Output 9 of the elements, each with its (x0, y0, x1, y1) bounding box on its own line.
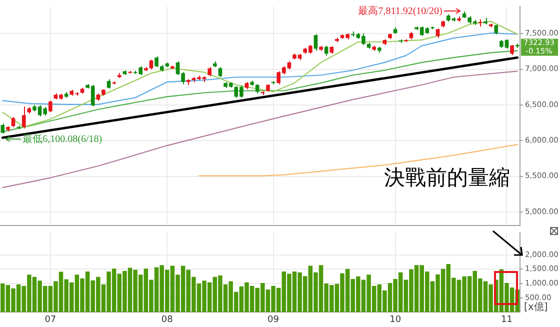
annotation: 決戰前的量縮 (384, 166, 510, 190)
x-tick-label: 08 (161, 314, 174, 325)
x-tick-label: 10 (390, 314, 402, 325)
x-tick-label: 07 (44, 314, 56, 325)
annotation: 最高7,811.92(10/20) (358, 4, 442, 17)
x-tick-label: 11 (501, 314, 512, 325)
annotation: 最低6,100.08(6/18) (22, 134, 102, 146)
y-axis-title: [x億] (524, 300, 548, 313)
x-tick-label: 09 (268, 314, 280, 325)
